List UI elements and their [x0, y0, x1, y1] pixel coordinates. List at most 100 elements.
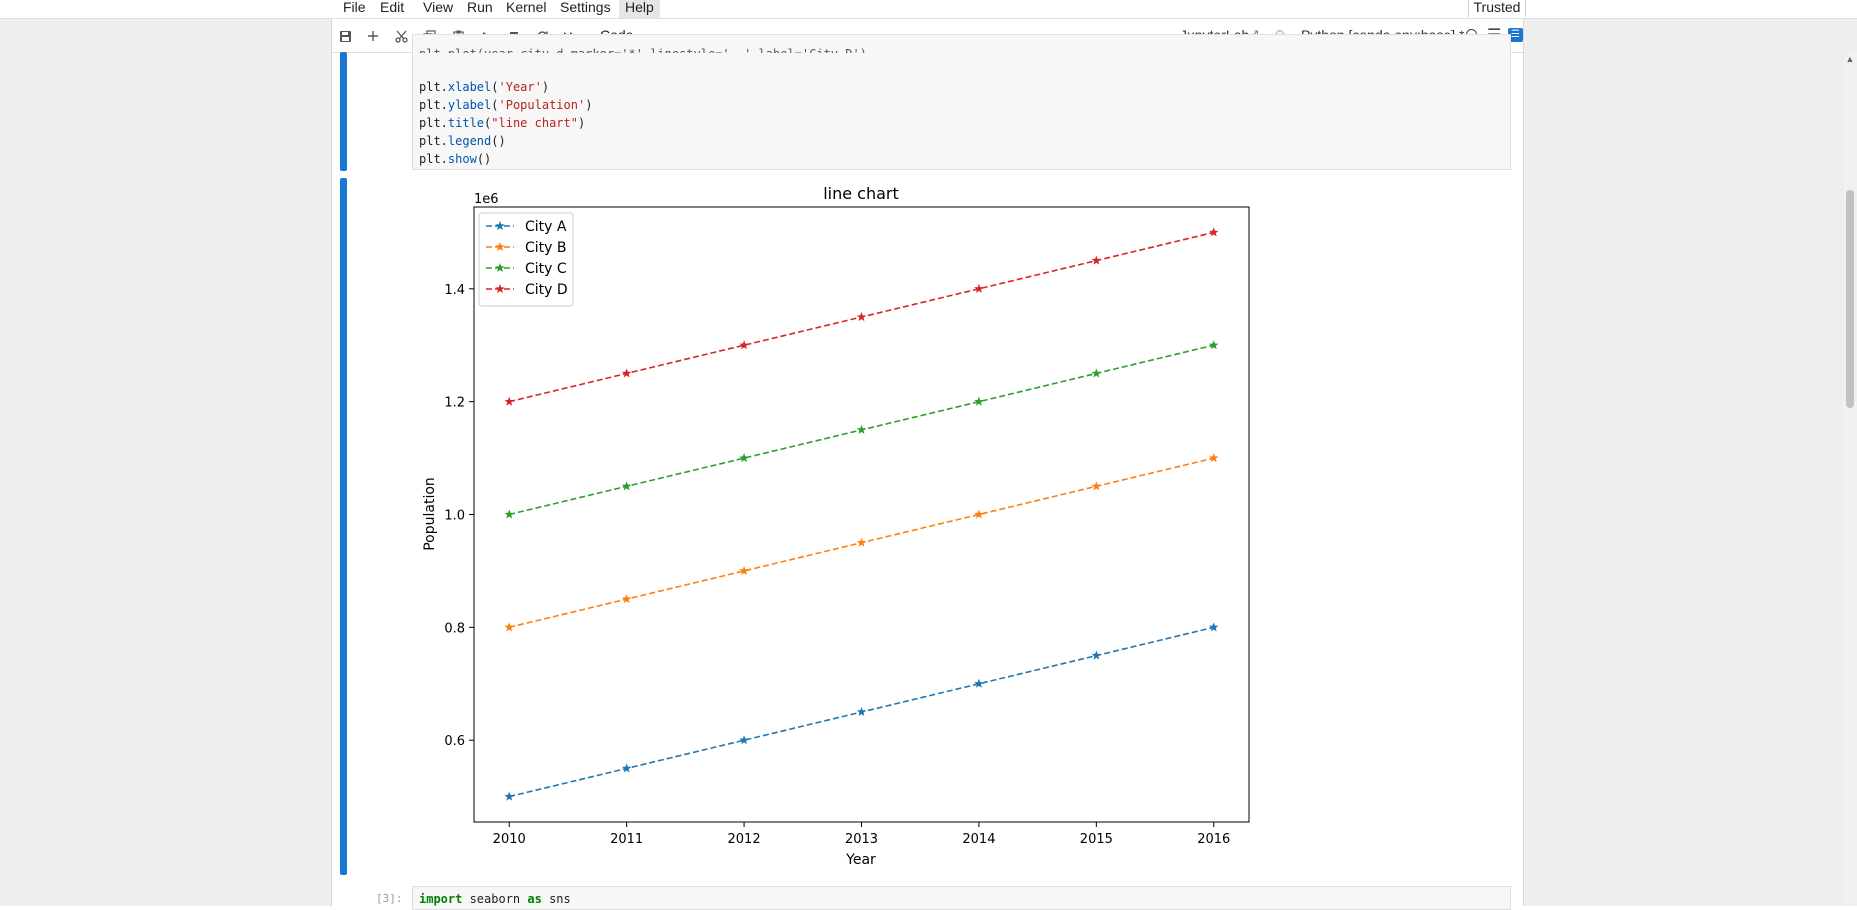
- scrollbar-thumb[interactable]: [1846, 190, 1854, 408]
- code-token: ): [541, 80, 550, 94]
- code-token: xlabel: [447, 80, 492, 94]
- data-point: [1091, 481, 1102, 491]
- data-point: [856, 424, 867, 434]
- data-point: [621, 594, 632, 604]
- data-point: [739, 453, 749, 463]
- menu-edit[interactable]: Edit: [380, 0, 405, 15]
- legend-marker: [495, 242, 505, 252]
- data-point: [1091, 368, 1102, 378]
- code-token: plt.: [419, 134, 448, 148]
- code-token: ): [585, 98, 593, 112]
- data-point: [974, 396, 984, 406]
- x-tick-label: 2011: [610, 832, 643, 847]
- data-point: [974, 509, 984, 519]
- table-of-contents-icon[interactable]: ☰: [1508, 28, 1523, 42]
- data-point: [1209, 340, 1219, 350]
- code-token: plt.: [419, 152, 448, 166]
- menu-file[interactable]: File: [343, 0, 366, 15]
- code-token: "line chart": [491, 116, 578, 130]
- legend-marker: [495, 221, 505, 231]
- data-point: [739, 340, 749, 350]
- menu-view[interactable]: View: [423, 0, 454, 15]
- code-token: 'Year': [498, 80, 542, 94]
- data-point: [1091, 650, 1102, 660]
- y-tick-label: 1.4: [444, 283, 465, 298]
- add-cell-icon[interactable]: [364, 27, 382, 45]
- data-point: [856, 537, 867, 547]
- cut-icon[interactable]: [392, 27, 410, 45]
- code-line: plt.xlabel('Year'): [419, 78, 549, 96]
- code-token: (: [491, 98, 499, 112]
- active-cell-indicator[interactable]: [340, 52, 347, 171]
- data-point: [1209, 227, 1219, 237]
- left-gutter: [0, 0, 331, 906]
- data-point: [621, 368, 632, 378]
- data-point: [974, 678, 984, 688]
- cell-prompt: [3]:: [376, 892, 403, 905]
- x-axis-label: Year: [845, 852, 876, 868]
- code-token: ylabel: [447, 98, 492, 112]
- code-token: (): [476, 152, 492, 166]
- y-tick-label: 0.8: [444, 621, 465, 636]
- x-tick-label: 2015: [1080, 832, 1113, 847]
- x-tick-label: 2010: [493, 832, 526, 847]
- legend-label: City D: [525, 282, 568, 298]
- y-tick-label: 1.0: [444, 509, 465, 524]
- page-edge: [1523, 0, 1524, 906]
- code-token: (: [484, 116, 492, 130]
- y-offset-label: 1e6: [474, 192, 499, 207]
- code-token: plt.: [419, 116, 448, 130]
- data-point: [1091, 255, 1102, 265]
- code-line: plt.show(): [419, 150, 491, 168]
- legend-marker: [495, 263, 505, 273]
- code-token: plt.: [419, 80, 448, 94]
- code-token: (): [491, 134, 506, 148]
- menu-run[interactable]: Run: [467, 0, 493, 15]
- code-line: plt.ylabel('Population'): [419, 96, 592, 114]
- menu-help[interactable]: Help: [619, 0, 660, 18]
- code-token: ): [577, 116, 586, 130]
- y-tick-label: 0.6: [444, 734, 465, 749]
- trusted-indicator[interactable]: Trusted: [1468, 0, 1526, 17]
- legend-box: [478, 212, 574, 307]
- code-line: plt.legend(): [419, 132, 506, 150]
- scroll-up-arrow-icon[interactable]: ▲: [1845, 54, 1855, 64]
- data-point: [621, 763, 632, 773]
- code-token: title: [447, 116, 485, 130]
- data-point: [856, 312, 867, 322]
- save-icon[interactable]: [336, 27, 354, 45]
- menu-bar: File Edit View Run Kernel Settings Help …: [0, 0, 1857, 19]
- data-point: [1209, 622, 1219, 632]
- code-token: plt.: [419, 98, 448, 112]
- code-token: legend: [447, 134, 492, 148]
- legend-label: City A: [525, 219, 567, 235]
- code-line: plt.title("line chart"): [419, 114, 585, 132]
- y-tick-label: 1.2: [444, 396, 465, 411]
- page-edge: [331, 0, 332, 906]
- x-tick-label: 2012: [728, 832, 761, 847]
- data-point: [974, 283, 984, 293]
- data-point: [739, 565, 749, 575]
- code-token: (: [491, 80, 499, 94]
- legend-marker: [495, 284, 505, 294]
- output-collapser[interactable]: [340, 178, 347, 875]
- data-point: [504, 396, 514, 406]
- code-token: import: [419, 892, 463, 906]
- x-tick-label: 2013: [845, 832, 878, 847]
- data-point: [621, 481, 632, 491]
- code-token: sns: [541, 892, 571, 906]
- menu-kernel[interactable]: Kernel: [506, 0, 547, 15]
- cell-output: line chart 1e6 Year Population 2010 2011 2…: [412, 176, 1511, 876]
- data-point: [504, 622, 514, 632]
- menu-settings[interactable]: Settings: [560, 0, 611, 15]
- code-editor[interactable]: import seaborn as sns: [412, 886, 1511, 910]
- code-editor[interactable]: plt.plot(year,city_d,marker='*',linestyl…: [412, 34, 1511, 170]
- chart-title: line chart: [823, 184, 899, 203]
- plot-area: [473, 206, 1250, 823]
- legend-label: City B: [525, 240, 567, 256]
- data-point: [1209, 453, 1219, 463]
- vertical-scrollbar[interactable]: [1843, 52, 1857, 906]
- y-axis-label: Population: [422, 477, 438, 551]
- data-point: [504, 509, 514, 519]
- data-point: [739, 735, 749, 745]
